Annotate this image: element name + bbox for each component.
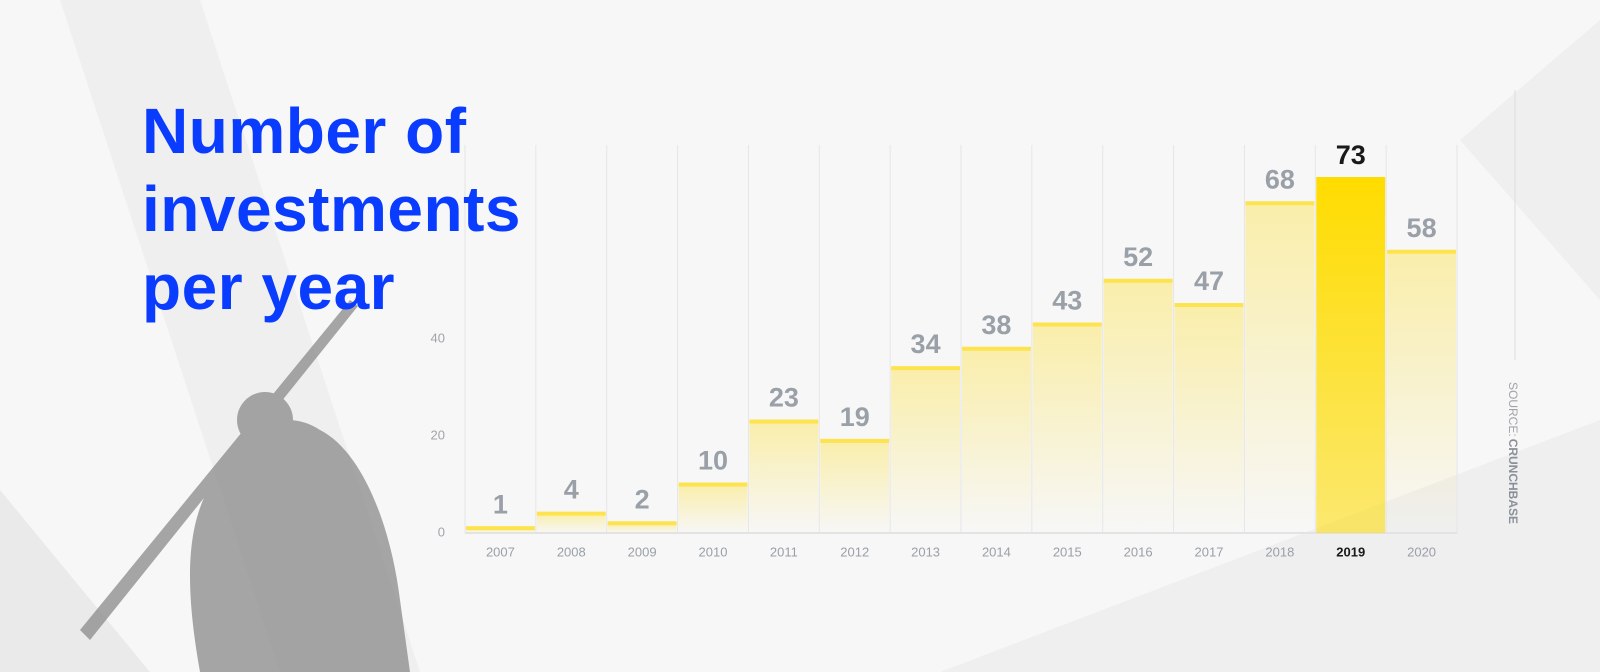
x-tick-label: 2010 xyxy=(699,544,728,559)
x-tick-label: 2014 xyxy=(982,544,1011,559)
value-label: 19 xyxy=(840,402,870,432)
value-label: 73 xyxy=(1336,140,1366,170)
bar xyxy=(678,484,748,533)
bg-shape xyxy=(1460,20,1600,300)
bar xyxy=(1103,280,1173,533)
bar xyxy=(607,523,677,533)
value-label: 2 xyxy=(635,484,650,514)
x-tick-label: 2016 xyxy=(1124,544,1153,559)
x-tick-label: 2015 xyxy=(1053,544,1082,559)
value-label: 38 xyxy=(981,310,1011,340)
bar xyxy=(1387,251,1456,533)
value-label: 34 xyxy=(911,329,941,359)
x-tick-label: 2019 xyxy=(1336,544,1365,559)
bar xyxy=(891,368,960,533)
bar xyxy=(1316,178,1386,533)
value-label: 23 xyxy=(769,383,799,413)
bar xyxy=(1174,305,1244,533)
value-label: 68 xyxy=(1265,164,1295,194)
x-tick-label: 2011 xyxy=(770,544,798,559)
y-tick-label: 40 xyxy=(431,330,445,345)
bar xyxy=(820,440,890,533)
value-label: 4 xyxy=(564,475,579,505)
bar xyxy=(1245,203,1315,533)
value-label: 1 xyxy=(493,489,508,519)
bar xyxy=(749,421,819,533)
bar xyxy=(962,348,1031,533)
x-tick-label: 2008 xyxy=(557,544,586,559)
x-tick-label: 2018 xyxy=(1265,544,1294,559)
value-label: 43 xyxy=(1052,286,1082,316)
source-note: SOURCE: CRUNCHBASE xyxy=(1506,382,1520,524)
x-tick-label: 2012 xyxy=(840,544,869,559)
y-tick-label: 20 xyxy=(431,427,445,442)
bar xyxy=(1032,324,1102,533)
x-tick-label: 2017 xyxy=(1195,544,1224,559)
x-tick-label: 2007 xyxy=(486,544,515,559)
x-tick-label: 2013 xyxy=(911,544,940,559)
value-label: 58 xyxy=(1407,213,1437,243)
bg-shape xyxy=(0,490,150,672)
x-tick-label: 2009 xyxy=(628,544,657,559)
value-label: 10 xyxy=(698,446,728,476)
value-label: 52 xyxy=(1123,242,1153,272)
source-prefix: SOURCE: xyxy=(1506,382,1520,437)
chart-title: Number of investments per year xyxy=(142,95,521,323)
statue-silhouette xyxy=(80,300,410,672)
y-tick-label: 0 xyxy=(438,524,445,539)
source-name: CRUNCHBASE xyxy=(1506,439,1520,524)
bar xyxy=(466,528,535,533)
value-label: 47 xyxy=(1194,266,1224,296)
x-tick-label: 2020 xyxy=(1407,544,1436,559)
bar xyxy=(536,513,606,533)
